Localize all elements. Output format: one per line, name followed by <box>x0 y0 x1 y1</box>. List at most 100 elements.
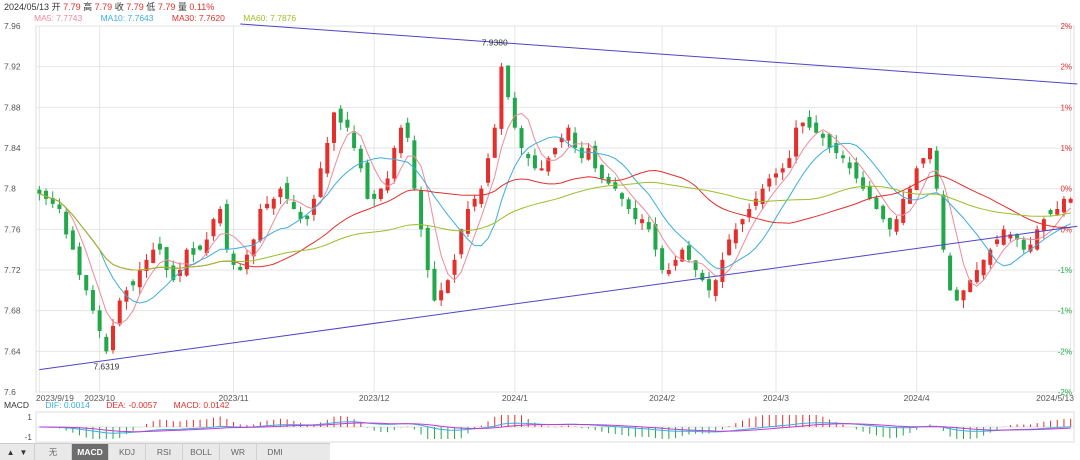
chart-grid <box>35 25 1075 393</box>
low-label: 低 <box>146 2 156 12</box>
candle-body <box>419 190 424 230</box>
candle-body <box>338 108 343 123</box>
candle-body <box>693 260 698 270</box>
tab-none[interactable]: 无 <box>34 444 71 460</box>
candle-body <box>907 188 912 204</box>
moving-average-lines <box>39 112 1072 325</box>
candle-body <box>479 188 484 204</box>
candle-body <box>512 97 517 128</box>
y-tick-label: 7.6 <box>4 387 16 397</box>
candle-body <box>258 209 263 241</box>
candle-body <box>198 245 203 250</box>
candle-body <box>948 255 953 291</box>
candle-body <box>44 190 49 199</box>
scroll-up-button[interactable]: ▲ <box>6 447 15 457</box>
candle-body <box>854 162 859 179</box>
candle-body <box>954 289 959 301</box>
candle-body <box>358 148 363 169</box>
open-label: 开 <box>51 2 61 12</box>
tab-dmi[interactable]: DMI <box>256 444 293 460</box>
y-tick-label: 7.88 <box>4 102 21 112</box>
ma5-legend: MA5: 7.7743 <box>34 13 83 23</box>
macd-value-legend: MACD: 0.0142 <box>173 400 230 410</box>
candle-body <box>251 239 256 257</box>
price-annotation: 7.9380 <box>482 37 508 47</box>
candle-body <box>164 247 169 270</box>
pct-tick-label: 2% <box>1060 63 1072 72</box>
price-annotation: 7.6319 <box>93 362 119 372</box>
candle-body <box>847 162 852 169</box>
candle-body <box>224 203 229 250</box>
tab-macd[interactable]: MACD <box>71 444 108 460</box>
candlestick-chart[interactable]: 7.96 7.92 7.88 7.84 7.8 7.76 7.72 7.68 7.64 7.6 2… <box>0 0 1080 443</box>
y-tick-label: 7.72 <box>4 265 21 275</box>
candle-body <box>231 253 236 265</box>
candle-body <box>579 147 584 159</box>
candle-body <box>680 249 685 262</box>
tab-rsi[interactable]: RSI <box>145 444 182 460</box>
candle-body <box>820 133 825 138</box>
candle-body <box>137 270 142 288</box>
tab-boll[interactable]: BOLL <box>182 444 219 460</box>
trendline <box>240 23 1078 85</box>
candle-body <box>131 281 136 286</box>
candle-body <box>432 268 437 301</box>
candle-body <box>961 290 966 301</box>
candle-body <box>352 132 357 148</box>
pct-tick-label: 1% <box>1060 103 1072 112</box>
macd-axis-label: -1 <box>24 432 32 442</box>
x-tick-label: 2024/1 <box>502 393 528 403</box>
candle-body <box>311 198 316 215</box>
plot-frame <box>35 25 1075 393</box>
candle-body <box>244 254 249 270</box>
pct-tick-label: -1% <box>1058 307 1072 316</box>
candle-body <box>901 198 906 223</box>
candle-body <box>546 158 551 172</box>
candle-body <box>97 310 102 331</box>
candle-body <box>211 219 216 237</box>
candle-body <box>305 215 310 220</box>
candle-body <box>345 119 350 128</box>
y-tick-label: 7.64 <box>4 346 21 356</box>
tab-wr[interactable]: WR <box>219 444 256 460</box>
candle-body <box>773 173 779 178</box>
candle-body <box>1061 198 1066 213</box>
candle-body <box>104 336 109 352</box>
candle-body <box>459 229 464 255</box>
y-axis-labels: 7.96 7.92 7.88 7.84 7.8 7.76 7.72 7.68 7.64 7.6 <box>4 21 21 397</box>
indicator-tabs: ▲ ▼ 无 MACD KDJ RSI BOLL WR DMI <box>0 443 330 460</box>
candle-body <box>392 148 397 179</box>
candle-body <box>921 158 926 164</box>
candle-body <box>532 155 537 169</box>
pct-tick-label: -2% <box>1058 388 1072 397</box>
candle-body <box>1048 210 1053 215</box>
candle-body <box>539 168 544 171</box>
quote-date: 2024/05/13 <box>4 2 50 12</box>
candle-body <box>767 178 772 187</box>
dea-legend: DEA: -0.0057 <box>106 400 158 410</box>
candle-body <box>599 165 604 179</box>
candle-body <box>626 199 631 209</box>
x-tick-label: 2023/9/19 <box>36 393 74 403</box>
candle-body <box>278 188 283 198</box>
open-value: 7.79 <box>63 2 81 12</box>
pct-tick-label: -1% <box>1058 266 1072 275</box>
candle-body <box>117 300 122 325</box>
candle-body <box>807 116 812 128</box>
x-tick-label: 2024/2 <box>649 393 675 403</box>
candle-body <box>586 148 591 160</box>
candle-body <box>814 122 819 133</box>
low-value: 7.79 <box>157 2 176 12</box>
scroll-down-button[interactable]: ▼ <box>19 447 28 457</box>
candle-body <box>372 193 377 199</box>
candle-body <box>840 155 845 159</box>
x-tick-label: 2023/12 <box>359 393 390 403</box>
candle-body <box>713 280 718 296</box>
candle-body <box>1021 239 1026 250</box>
candle-body <box>405 122 410 138</box>
pct-tick-label: -2% <box>1058 347 1072 356</box>
candle-body <box>70 230 75 250</box>
candle-body <box>834 143 839 154</box>
tab-kdj[interactable]: KDJ <box>108 444 145 460</box>
candle-body <box>111 325 116 351</box>
